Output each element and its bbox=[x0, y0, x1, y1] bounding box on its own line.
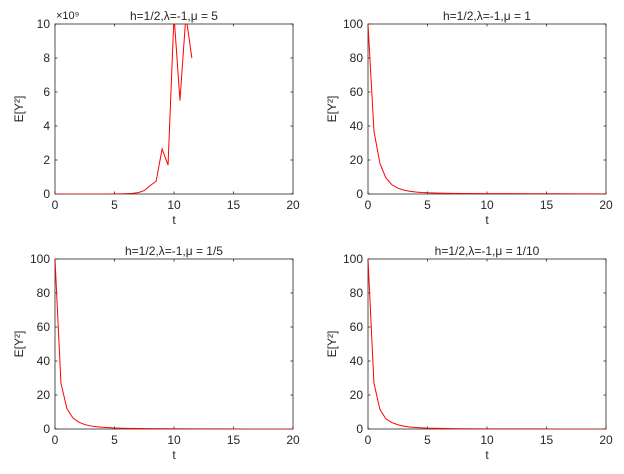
x-tick-label: 20 bbox=[286, 433, 300, 447]
x-tick-label: 5 bbox=[424, 198, 431, 212]
y-tick-label: 10 bbox=[37, 17, 51, 31]
y-tick-label: 20 bbox=[350, 153, 364, 167]
series-line bbox=[55, 24, 193, 194]
y-tick-label: 100 bbox=[343, 17, 363, 31]
y-tick-label: 0 bbox=[43, 422, 50, 436]
y-axis-label: E[Y²] bbox=[12, 96, 26, 123]
x-tick-label: 10 bbox=[167, 433, 181, 447]
y-tick-label: 60 bbox=[350, 320, 364, 334]
y-tick-label: 0 bbox=[356, 187, 363, 201]
x-tick-label: 5 bbox=[111, 433, 118, 447]
y-axis-label: E[Y²] bbox=[325, 96, 339, 123]
subplot-2: 0 5 10 15 20 0 20 40 60 80 100 h=1/2,λ=-1,μ = 1 t E[Y… bbox=[325, 9, 613, 227]
y-tick-label: 4 bbox=[43, 119, 50, 133]
y-tick-label: 0 bbox=[43, 187, 50, 201]
axes-box bbox=[367, 258, 607, 430]
x-tick-label: 20 bbox=[599, 433, 613, 447]
x-tick-label: 10 bbox=[167, 198, 181, 212]
x-tick-label: 15 bbox=[227, 198, 241, 212]
axes-box bbox=[54, 258, 294, 430]
subplot-1: 0 5 10 15 20 0 2 4 6 8 10 ×10⁹ h=1/2,λ=-1,μ = 5 t E[Y²… bbox=[12, 9, 300, 227]
x-tick-label: 5 bbox=[111, 198, 118, 212]
y-axis-label: E[Y²] bbox=[325, 331, 339, 358]
x-tick-label: 15 bbox=[540, 198, 554, 212]
y-tick-label: 60 bbox=[350, 85, 364, 99]
axes-box bbox=[367, 23, 607, 195]
y-tick-label: 40 bbox=[37, 354, 51, 368]
y-tick-label: 40 bbox=[350, 354, 364, 368]
x-tick-label: 0 bbox=[52, 433, 59, 447]
y-tick-label: 60 bbox=[37, 320, 51, 334]
x-tick-label: 0 bbox=[365, 198, 372, 212]
y-tick-label: 80 bbox=[350, 286, 364, 300]
y-tick-label: 8 bbox=[43, 51, 50, 65]
y-tick-label: 80 bbox=[350, 51, 364, 65]
y-tick-label: 2 bbox=[43, 153, 50, 167]
x-tick-label: 0 bbox=[365, 433, 372, 447]
series-line bbox=[368, 24, 606, 194]
series-line bbox=[55, 259, 293, 429]
y-tick-label: 100 bbox=[343, 252, 363, 266]
x-tick-label: 0 bbox=[52, 198, 59, 212]
x-tick-label: 20 bbox=[599, 198, 613, 212]
y-tick-label: 80 bbox=[37, 286, 51, 300]
x-axis-label: t bbox=[172, 448, 176, 462]
x-axis-label: t bbox=[172, 213, 176, 227]
chart-title: h=1/2,λ=-1,μ = 1/5 bbox=[125, 244, 223, 258]
subplot-4: 0 5 10 15 20 0 20 40 60 80 100 h=1/2,λ=-1,μ = 1/10 t… bbox=[325, 244, 613, 462]
chart-title: h=1/2,λ=-1,μ = 1/10 bbox=[435, 244, 540, 258]
y-tick-label: 20 bbox=[37, 388, 51, 402]
x-tick-label: 5 bbox=[424, 433, 431, 447]
x-tick-label: 10 bbox=[480, 198, 494, 212]
chart-title: h=1/2,λ=-1,μ = 1 bbox=[443, 9, 531, 23]
y-tick-label: 100 bbox=[30, 252, 50, 266]
y-tick-label: 20 bbox=[350, 388, 364, 402]
y-tick-label: 6 bbox=[43, 85, 50, 99]
x-axis-label: t bbox=[485, 448, 489, 462]
y-exponent-label: ×10⁹ bbox=[56, 10, 79, 22]
x-tick-label: 20 bbox=[286, 198, 300, 212]
x-tick-label: 15 bbox=[540, 433, 554, 447]
x-tick-label: 15 bbox=[227, 433, 241, 447]
x-tick-label: 10 bbox=[480, 433, 494, 447]
y-tick-label: 0 bbox=[356, 422, 363, 436]
axes-box bbox=[54, 23, 294, 195]
series-line bbox=[368, 259, 606, 429]
x-axis-label: t bbox=[485, 213, 489, 227]
y-axis-label: E[Y²] bbox=[12, 331, 26, 358]
subplot-3: 0 5 10 15 20 0 20 40 60 80 100 h=1/2,λ=-1,μ = 1/5 t E… bbox=[12, 244, 300, 462]
chart-title: h=1/2,λ=-1,μ = 5 bbox=[130, 9, 218, 23]
y-tick-label: 40 bbox=[350, 119, 364, 133]
